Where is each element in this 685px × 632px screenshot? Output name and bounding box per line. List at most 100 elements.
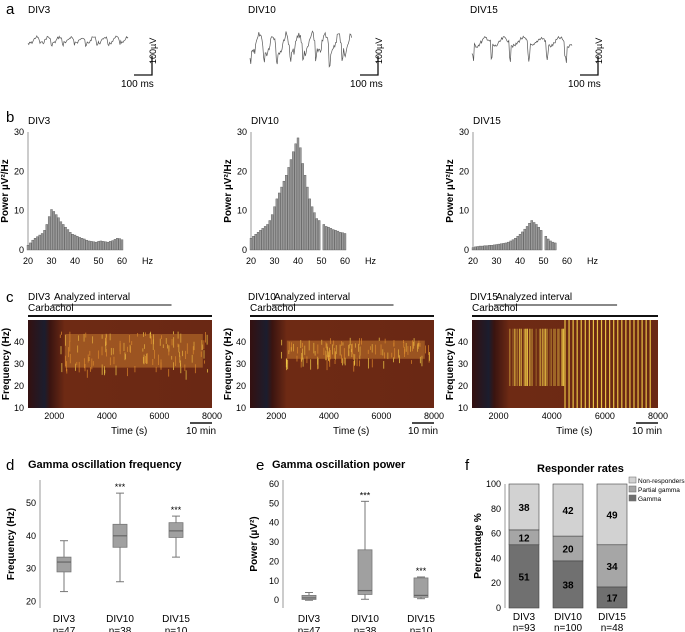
spectrum-bar	[315, 218, 318, 251]
y-tick-label: 30	[459, 127, 469, 137]
segment-value: 34	[606, 562, 618, 573]
y-tick-label: 20	[237, 166, 247, 176]
spectrum-bar	[45, 224, 48, 251]
spectrum-bar	[339, 232, 342, 251]
panel-letter-d: d	[6, 457, 14, 474]
y-tick-label: 40	[26, 531, 36, 541]
scale-bar-label: 10 min	[408, 426, 438, 437]
stack-segment	[596, 544, 628, 588]
spectrum-bar	[528, 223, 531, 251]
x-tick-label: 40	[515, 256, 525, 266]
spectrum-bar	[317, 220, 321, 251]
spectrum-bar	[507, 241, 510, 251]
spectrum-bar	[502, 243, 505, 251]
category-label: DIV15	[407, 614, 435, 625]
spectrum-bar	[50, 209, 53, 251]
significance-marker: ***	[360, 490, 371, 500]
spectrogram-image	[28, 320, 212, 408]
spectrum-bar	[29, 242, 32, 251]
legend-label: Partial gamma	[638, 487, 680, 494]
spectrum-bar	[106, 241, 110, 251]
x-tick-label: 4000	[319, 411, 339, 421]
trace-group-div10: DIV10 100µV 100 ms	[248, 5, 384, 90]
spectrum-bar	[64, 226, 67, 251]
y-tick-label: 20	[26, 596, 36, 606]
stack-segment	[508, 544, 540, 609]
spectrum-bar	[80, 237, 84, 251]
x-tick-label: 40	[293, 256, 303, 266]
segment-value: 38	[518, 503, 530, 514]
segment-value: 51	[518, 572, 530, 583]
category-label: DIV10	[106, 614, 134, 625]
boxplot-frequency: Gamma oscillation frequency 20 30 40 50 Frequ…	[6, 459, 190, 632]
y-tick-label: 20	[269, 556, 279, 566]
spectrogram-band	[286, 340, 425, 359]
segment-value: 42	[562, 506, 574, 517]
spectrum-bar	[310, 206, 314, 251]
spectrum-bar	[296, 137, 300, 251]
y-tick-label: 0	[242, 245, 247, 255]
time-scale-label: 100 ms	[568, 79, 601, 90]
amp-scale-label: 100µV	[148, 38, 158, 64]
box	[357, 549, 373, 595]
n-label: n=38	[354, 626, 377, 632]
spectrum-bar	[500, 243, 503, 251]
x-tick-label: 30	[46, 256, 56, 266]
spectrum-bar	[471, 247, 475, 251]
y-axis-label: Power µV²/Hz	[445, 159, 456, 223]
y-tick-label: 60	[491, 529, 501, 539]
n-label: n=48	[601, 623, 624, 632]
spectrograms: DIV3 Analyzed intervalCarbachol1020304020…	[1, 292, 668, 437]
spectrum-bar	[535, 224, 538, 251]
y-tick-label: 0	[19, 245, 24, 255]
spectrum-bar	[483, 245, 486, 251]
spectrum-bar	[280, 186, 283, 251]
category-label: DIV10	[554, 612, 582, 623]
spectrum-bar	[299, 147, 302, 251]
y-tick-label: 30	[458, 359, 468, 369]
y-tick-label: 20	[491, 578, 501, 588]
spectrum-bar	[509, 240, 512, 251]
n-label: n=38	[109, 626, 132, 632]
x-axis-label: Time (s)	[556, 426, 592, 437]
y-axis-label: Frequency (Hz)	[6, 508, 17, 580]
x-tick-label: 20	[246, 256, 256, 266]
n-label: n=93	[513, 623, 536, 632]
spectrum-bar	[492, 244, 496, 251]
interval-label: Analyzed interval	[54, 292, 130, 303]
significance-marker: ***	[171, 505, 182, 515]
lfp-trace	[471, 35, 573, 63]
x-tick-label: 20	[468, 256, 478, 266]
y-tick-label: 40	[14, 337, 24, 347]
spectrum-bar	[59, 221, 63, 251]
x-tick-label: 8000	[424, 411, 444, 421]
x-tick-label: 50	[538, 256, 548, 266]
y-tick-label: 50	[269, 498, 279, 508]
spectrum-bar	[518, 234, 522, 251]
chart-title: Gamma oscillation power	[272, 459, 406, 471]
spectrum-bar	[332, 229, 335, 251]
spectrum-bar	[511, 239, 515, 251]
spectrum-bar	[97, 241, 100, 251]
y-tick-label: 10	[269, 576, 279, 586]
x-tick-label: 6000	[149, 411, 169, 421]
box	[168, 522, 184, 538]
x-axis-label: Hz	[365, 256, 376, 266]
stack-segment	[552, 483, 584, 537]
spectrum-bar	[539, 230, 543, 251]
y-tick-label: 10	[14, 403, 24, 413]
y-tick-label: 100	[486, 479, 501, 489]
spectrogram-title: DIV10	[248, 292, 276, 303]
trace-label: DIV15	[470, 5, 498, 16]
spectrum-bar	[530, 220, 533, 251]
y-tick-label: 40	[491, 553, 501, 563]
x-tick-label: 6000	[595, 411, 615, 421]
y-tick-label: 10	[458, 403, 468, 413]
x-tick-label: 30	[491, 256, 501, 266]
spectrum-bar	[516, 236, 519, 251]
spectrum-bar	[521, 231, 524, 251]
spectrum-bar	[327, 226, 330, 251]
stack-segment	[552, 560, 584, 609]
trace-group-div15: DIV15 100µV 100 ms	[470, 5, 604, 90]
scale-bar	[580, 56, 599, 76]
